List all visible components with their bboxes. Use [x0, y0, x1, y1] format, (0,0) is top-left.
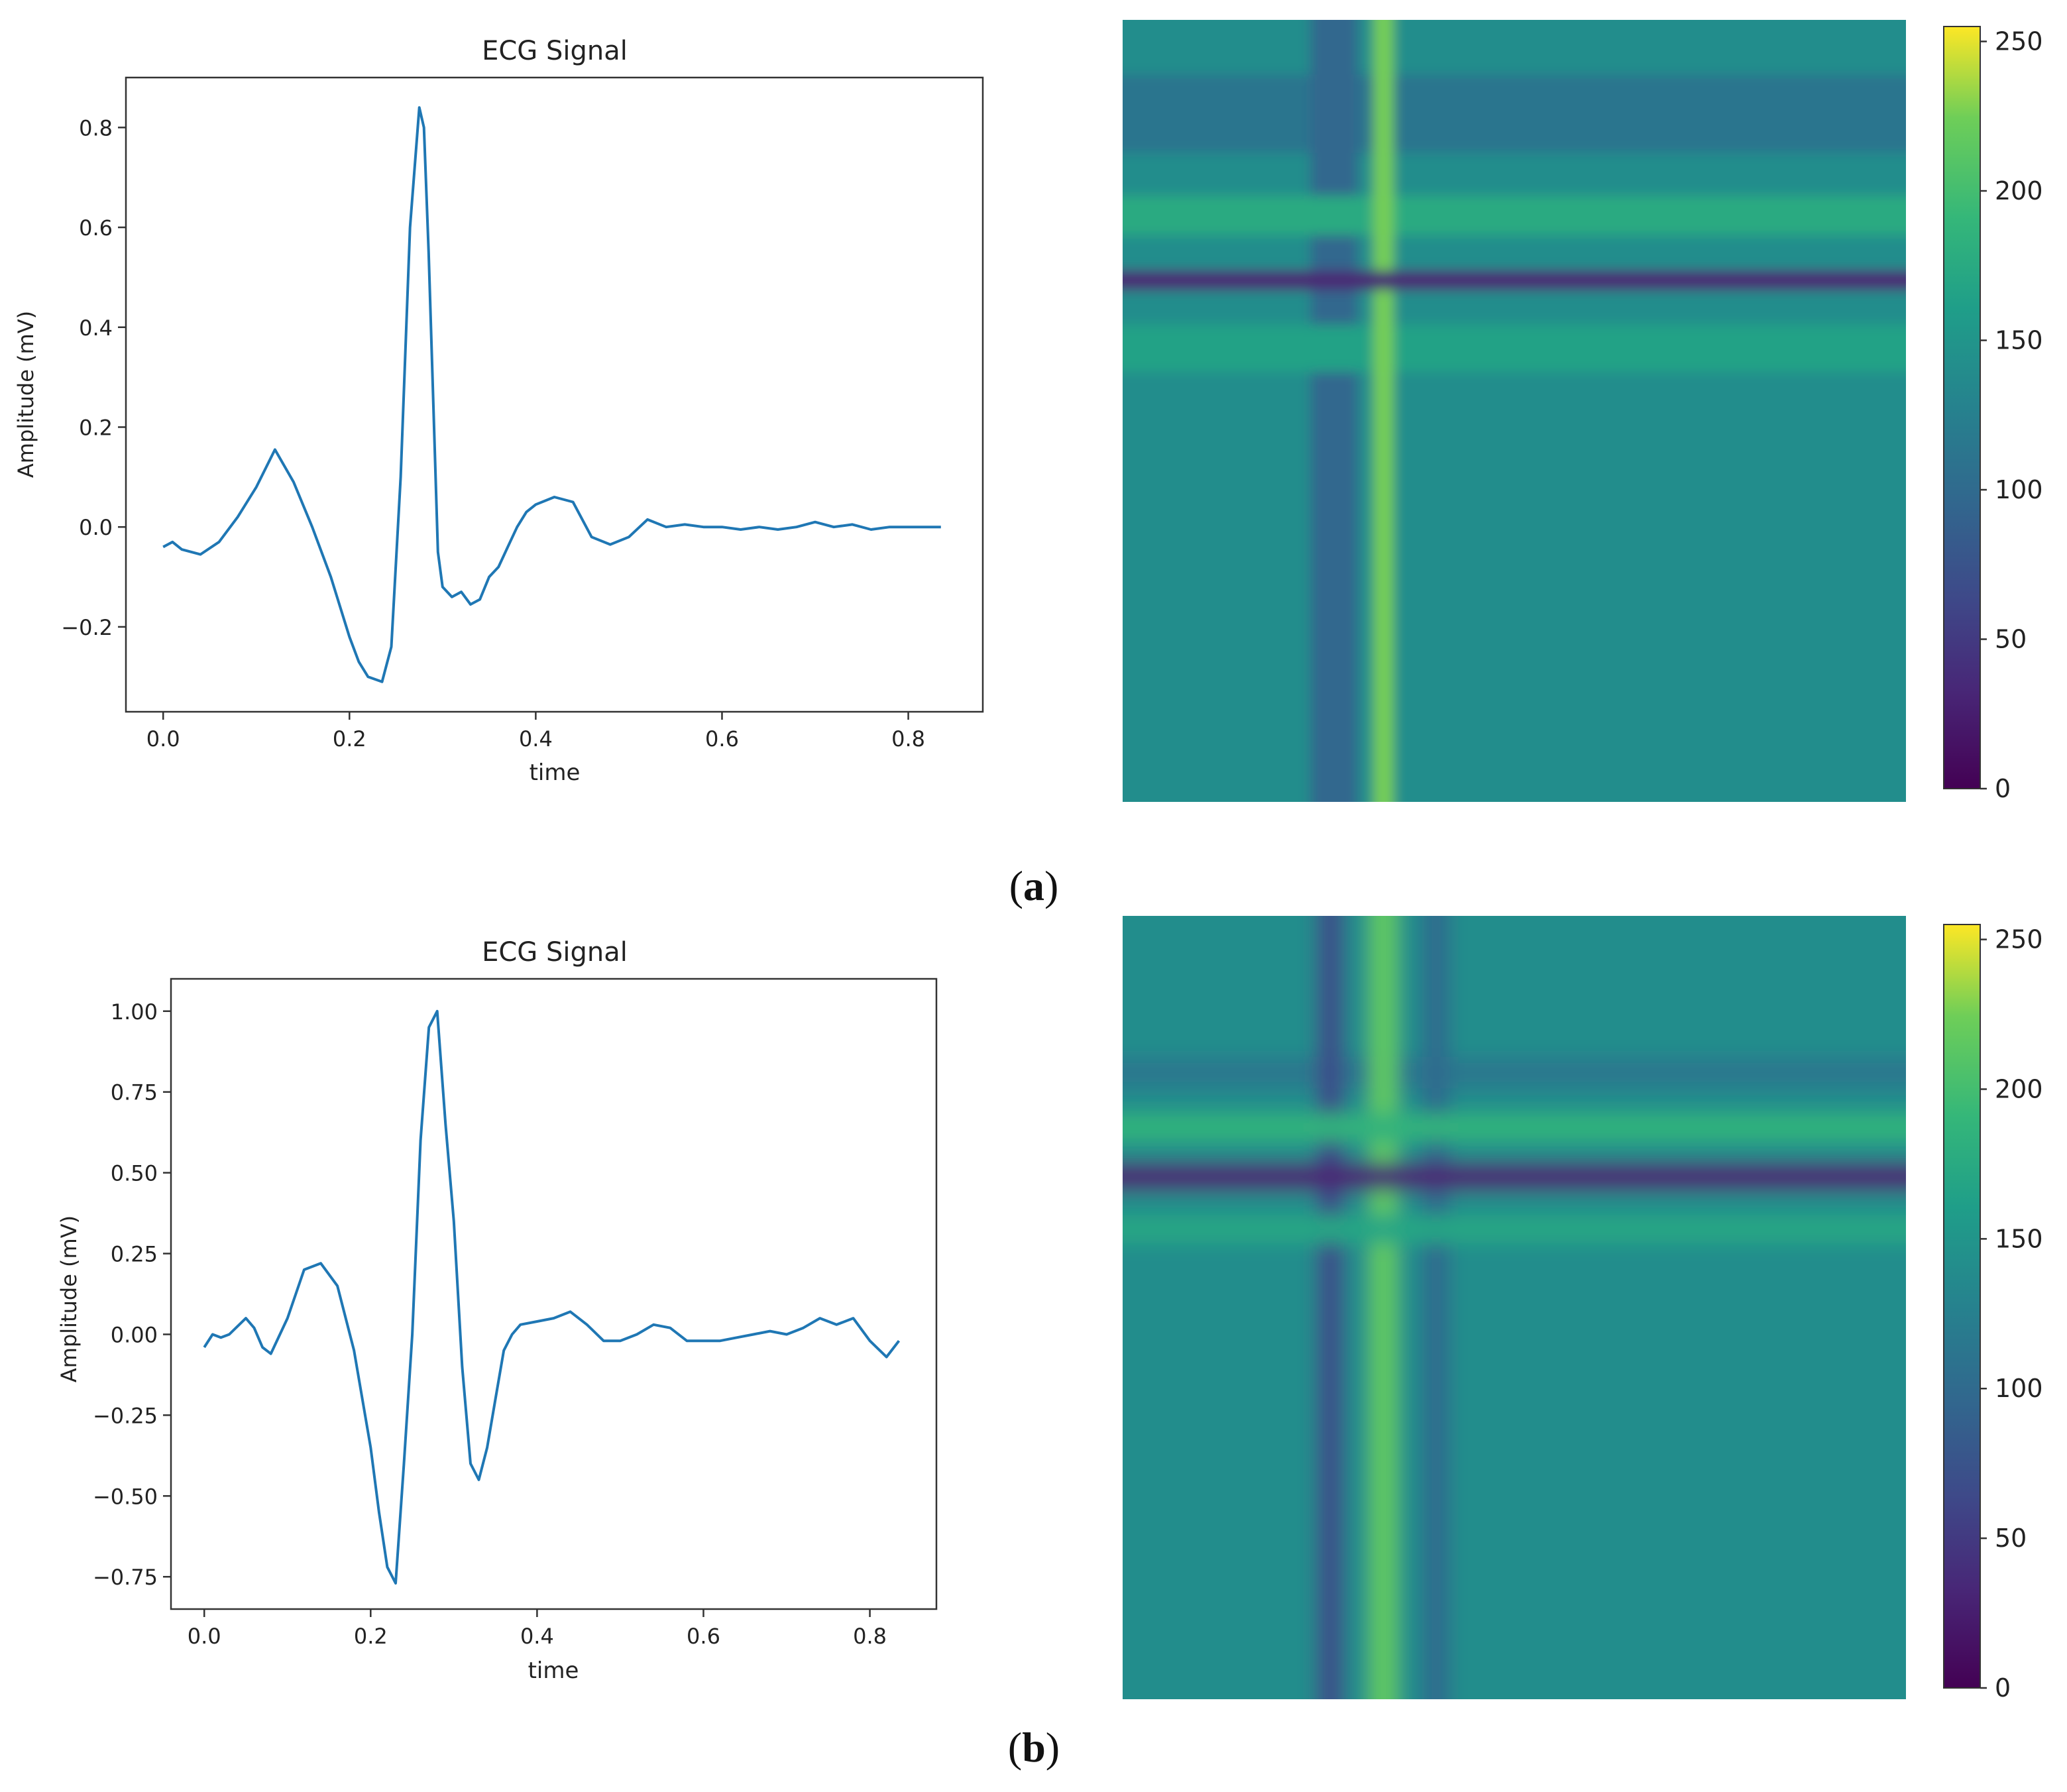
heatmap-band-horizontal — [1123, 1215, 1906, 1243]
panel-a-open: ( — [1009, 862, 1023, 909]
colorbar-ticks-b: 0 50 100 150 200 250 — [1980, 925, 2043, 1703]
colorbar-tick-label: 100 — [1995, 1374, 2043, 1403]
panel-a-letter: a — [1023, 862, 1044, 909]
x-tick-label: 0.6 — [705, 726, 739, 752]
colorbar-tick-label: 100 — [1995, 475, 2043, 504]
y-tick-label: 1.00 — [111, 999, 158, 1025]
y-tick-label: −0.25 — [93, 1403, 158, 1428]
colorbar-tick-label: 250 — [1995, 925, 2043, 954]
heatmap-band-vertical — [1369, 916, 1398, 1699]
x-tick-label: 0.0 — [146, 726, 180, 752]
colorbar-tick-label: 0 — [1995, 1673, 2011, 1703]
plot-frame-b — [170, 978, 938, 1610]
heatmap-background — [1123, 916, 1906, 1699]
chart-title-a: ECG Signal — [482, 36, 628, 66]
heatmap-band-horizontal — [1123, 270, 1906, 290]
colorbar-ticks-a: 0 50 100 150 200 250 — [1980, 27, 2043, 803]
y-tick-label: 0.25 — [111, 1242, 158, 1267]
ecg-line-b — [203, 1009, 901, 1585]
y-tick-label: 0.8 — [79, 115, 113, 140]
panel-b-letter: b — [1022, 1724, 1046, 1771]
y-tick-label: −0.2 — [61, 615, 113, 640]
x-axis-label-a: time — [530, 759, 581, 786]
colorbar-gradient-a — [1943, 26, 1981, 789]
y-ticks-b: −0.75 −0.50 −0.25 0.00 0.25 0.50 0.75 1.00 — [93, 999, 171, 1590]
heatmap-a — [1123, 20, 1906, 802]
heatmap-band-horizontal — [1123, 1056, 1906, 1089]
y-tick-label: −0.75 — [93, 1565, 158, 1590]
heatmap-band-horizontal — [1123, 325, 1906, 372]
y-tick-label: 0.00 — [111, 1322, 158, 1347]
colorbar-tick-label: 250 — [1995, 27, 2043, 56]
x-tick-label: 0.4 — [520, 1624, 554, 1649]
panel-label-a: (a) — [1009, 862, 1059, 909]
x-tick-label: 0.6 — [687, 1624, 720, 1649]
y-tick-label: 0.6 — [79, 215, 113, 241]
heatmap-band-horizontal — [1123, 1113, 1906, 1141]
colorbar-tick-label: 50 — [1995, 1524, 2027, 1553]
heatmap-band-vertical — [1316, 916, 1344, 1699]
y-ticks-a: −0.2 0.0 0.2 0.4 0.6 0.8 — [61, 115, 126, 640]
y-tick-label: 0.4 — [79, 315, 113, 341]
colorbar-tick-label: 150 — [1995, 326, 2043, 355]
ecg-line-a — [162, 106, 941, 683]
colorbar-tick-label: 150 — [1995, 1224, 2043, 1253]
plot-frame-a — [125, 76, 984, 713]
colorbar-tick-label: 50 — [1995, 625, 2027, 654]
x-tick-label: 0.0 — [188, 1624, 221, 1649]
colorbar-a: 0 50 100 150 200 250 — [1943, 26, 2043, 803]
panel-a-close: ) — [1044, 862, 1058, 909]
x-tick-label: 0.2 — [354, 1624, 388, 1649]
ecg-chart-a: ECG Signal −0.2 0.0 0.2 0.4 0.6 0.8 0.0 0.2 0.4… — [13, 36, 984, 786]
colorbar-tick-label: 0 — [1995, 774, 2011, 803]
panel-b-open: ( — [1008, 1724, 1022, 1771]
heatmap-band-horizontal — [1123, 196, 1906, 235]
colorbar-gradient-b — [1943, 924, 1981, 1689]
y-tick-label: 0.0 — [79, 515, 113, 540]
heatmap-band-vertical — [1422, 916, 1450, 1699]
x-tick-label: 0.8 — [853, 1624, 887, 1649]
x-tick-label: 0.4 — [519, 726, 553, 752]
y-axis-label-a: Amplitude (mV) — [13, 311, 38, 478]
colorbar-b: 0 50 100 150 200 250 — [1943, 924, 2043, 1703]
colorbar-tick-label: 200 — [1995, 1074, 2043, 1103]
y-tick-label: 0.75 — [111, 1080, 158, 1105]
heatmap-band-vertical — [1373, 20, 1394, 802]
y-tick-label: 0.50 — [111, 1161, 158, 1186]
x-tick-label: 0.2 — [333, 726, 366, 752]
panel-b-close: ) — [1046, 1724, 1060, 1771]
panel-label-b: (b) — [1008, 1724, 1060, 1771]
heatmap-band-horizontal — [1123, 1162, 1906, 1191]
x-ticks-a: 0.0 0.2 0.4 0.6 0.8 — [146, 712, 925, 752]
heatmap-band-vertical — [1310, 20, 1358, 802]
colorbar-tick-label: 200 — [1995, 176, 2043, 205]
x-tick-label: 0.8 — [891, 726, 925, 752]
y-tick-label: 0.2 — [79, 415, 113, 440]
ecg-chart-b: ECG Signal −0.75 −0.50 −0.25 0.00 0.25 0.50 0.… — [56, 937, 938, 1684]
y-tick-label: −0.50 — [93, 1484, 158, 1509]
y-axis-label-b: Amplitude (mV) — [56, 1215, 82, 1382]
heatmap-b — [1123, 916, 1906, 1699]
chart-title-b: ECG Signal — [482, 937, 628, 968]
heatmap-band-horizontal — [1123, 74, 1906, 153]
x-axis-label-b: time — [528, 1657, 579, 1684]
x-ticks-b: 0.0 0.2 0.4 0.6 0.8 — [188, 1609, 887, 1649]
